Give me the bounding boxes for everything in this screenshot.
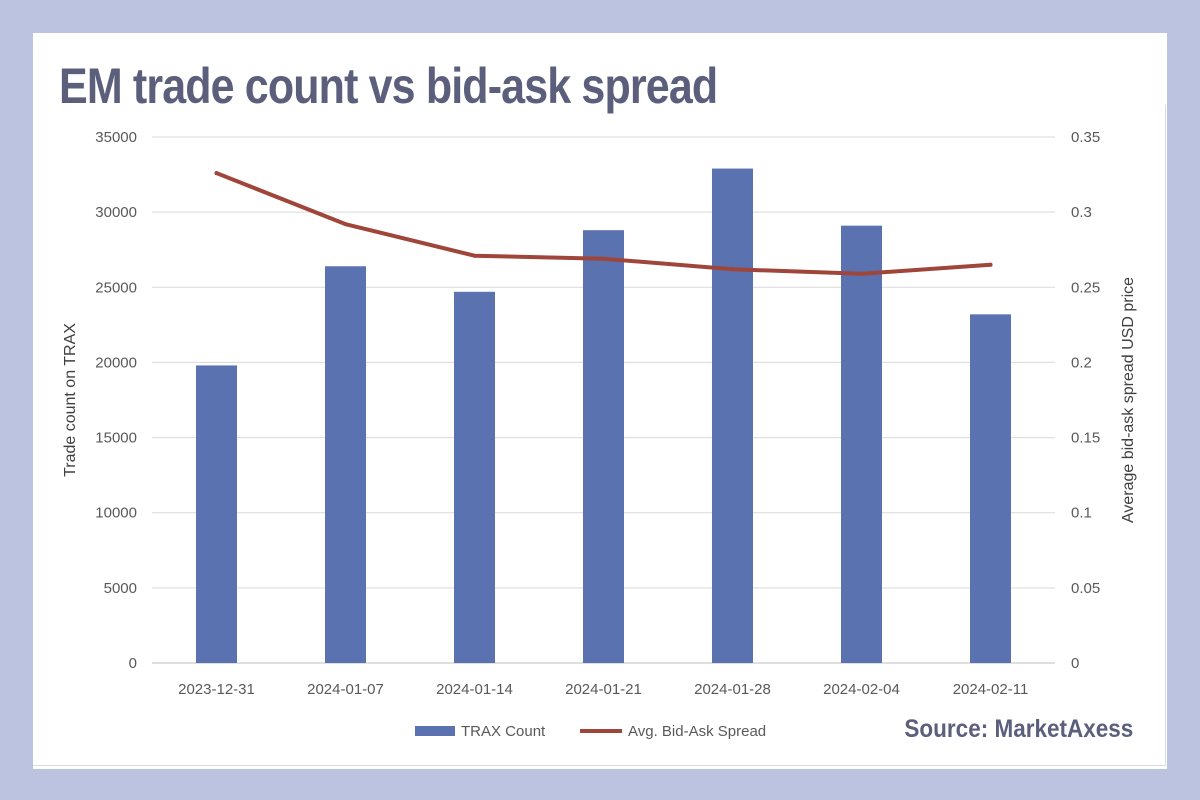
y-tick-label: 25000 <box>95 279 137 296</box>
point-bid-ask-spread <box>988 262 993 267</box>
y-tick-label: 20000 <box>95 354 137 371</box>
y-tick-label: 30000 <box>95 204 137 221</box>
chart-title: EM trade count vs bid-ask spread <box>59 58 718 114</box>
y-axis-title: Trade count on TRAX <box>62 323 79 477</box>
y-right-tick-label: 0.1 <box>1071 505 1092 522</box>
legend: TRAX Count Avg. Bid-Ask Spread <box>415 723 766 740</box>
bar-trax-count <box>712 168 753 663</box>
legend-label-trax-count: TRAX Count <box>461 723 546 740</box>
y-right-tick-label: 0.25 <box>1071 279 1100 296</box>
bar-trax-count <box>325 266 366 663</box>
y-right-tick-label: 0.2 <box>1071 354 1092 371</box>
tick-labels: 0 5000 10000 15000 20000 25000 30000 35000 0 0.05… <box>95 129 1100 698</box>
point-bid-ask-spread <box>859 271 864 276</box>
x-tick-label: 2023-12-31 <box>178 681 255 698</box>
y-axis-right-title: Average bid-ask spread USD price <box>1120 277 1137 523</box>
y-right-tick-label: 0.3 <box>1071 204 1092 221</box>
line-series <box>214 171 993 276</box>
x-tick-label: 2024-01-14 <box>436 681 513 698</box>
x-tick-label: 2024-02-04 <box>823 681 900 698</box>
bar-trax-count <box>970 314 1011 663</box>
y-tick-label: 10000 <box>95 505 137 522</box>
legend-label-bid-ask-spread: Avg. Bid-Ask Spread <box>628 723 766 740</box>
y-tick-label: 35000 <box>95 129 137 146</box>
x-tick-label: 2024-01-07 <box>307 681 384 698</box>
y-right-tick-label: 0.05 <box>1071 580 1100 597</box>
y-right-tick-label: 0.15 <box>1071 430 1100 447</box>
y-tick-label: 15000 <box>95 430 137 447</box>
chart-frame <box>33 105 1166 766</box>
y-tick-label: 0 <box>129 655 137 672</box>
bar-series <box>196 168 1011 664</box>
bar-trax-count <box>583 230 624 664</box>
y-right-tick-label: 0.35 <box>1071 129 1100 146</box>
point-bid-ask-spread <box>343 222 348 227</box>
source-note: Source: MarketAxess <box>904 715 1133 743</box>
point-bid-ask-spread <box>472 253 477 258</box>
bar-trax-count <box>454 291 495 663</box>
point-bid-ask-spread <box>730 267 735 272</box>
point-bid-ask-spread <box>214 171 219 176</box>
y-right-tick-label: 0 <box>1071 655 1079 672</box>
bar-trax-count <box>196 365 237 663</box>
x-tick-label: 2024-02-11 <box>953 681 1029 698</box>
x-tick-label: 2024-01-28 <box>694 681 771 698</box>
y-tick-label: 5000 <box>104 580 137 597</box>
x-tick-label: 2024-01-21 <box>565 681 642 698</box>
bar-trax-count <box>841 225 882 663</box>
legend-swatch-trax-count <box>415 726 455 736</box>
point-bid-ask-spread <box>601 256 606 261</box>
